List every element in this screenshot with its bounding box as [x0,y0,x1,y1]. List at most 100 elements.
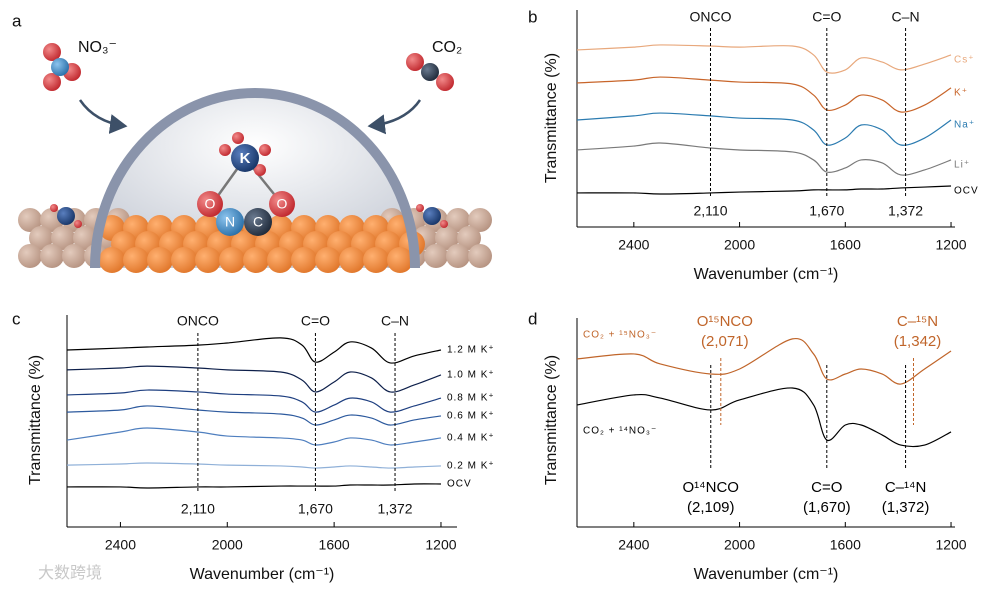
spectrum [66,365,442,393]
atom [363,247,389,273]
panel-letter: a [12,11,22,30]
copper-surface [99,215,425,273]
spectrum [66,389,442,413]
atom-label: K [240,150,251,167]
spectrum [66,405,442,426]
atom [387,247,413,273]
marker-value: (2,071) [701,333,749,350]
marker-value: (1,342) [894,333,942,350]
atom [171,247,197,273]
x-axis-label: Wavenumber (cm⁻¹) [694,266,839,283]
atom [446,208,470,232]
atom [29,226,53,250]
panel-letter: d [528,309,537,328]
x-tick-label: 1600 [830,537,861,553]
illustration: a NO₃⁻ CO₂ K O N C O [12,11,492,273]
series-label: 0.6 M K⁺ [447,411,495,422]
x-tick-label: 1200 [935,237,966,253]
marker-value: 1,670 [298,501,333,517]
x-tick-label: 1600 [830,237,861,253]
x-tick-label: 2400 [618,237,649,253]
gas-label: CO₂ [432,39,462,56]
panel-letter: b [528,7,537,26]
x-tick-label: 2400 [105,537,136,553]
atom [424,244,448,268]
hydrated-ion [50,204,448,228]
x-axis-label: Wavenumber (cm⁻¹) [190,566,335,583]
atom [40,244,64,268]
marker-name: C=O [811,479,842,496]
x-tick-label: 2000 [212,537,243,553]
spectrum [576,112,952,146]
nitrate [43,43,81,91]
atom [291,247,317,273]
marker-name: ONCO [689,9,731,25]
atom [195,247,221,273]
marker-name: O¹⁴NCO [683,479,739,496]
atom [18,208,42,232]
atom [267,247,293,273]
x-tick-label: 2400 [618,537,649,553]
atom [468,244,492,268]
series-label: 0.2 M K⁺ [447,461,495,472]
x-tick-label: 1600 [319,537,350,553]
spectrum [66,427,442,446]
series-label: OCV [954,186,979,197]
atom-label: N [225,214,235,230]
atom [457,226,481,250]
atom [99,247,125,273]
spectrum [576,185,952,195]
arrow [78,99,128,134]
marker-value: 2,110 [693,203,727,219]
marker-name: C–¹⁴N [885,479,926,496]
series-label: Li⁺ [954,160,970,171]
atom [446,244,470,268]
atom [468,208,492,232]
series-label: K⁺ [954,88,968,99]
marker-value: 1,372 [888,203,923,219]
x-tick-label: 2000 [724,537,755,553]
marker-name: C–¹⁵N [897,313,938,330]
x-tick-label: 2000 [724,237,755,253]
marker-value: 1,670 [809,203,844,219]
atom [339,247,365,273]
atom [219,247,245,273]
series-label: 1.0 M K⁺ [447,370,495,381]
series-label: 0.8 M K⁺ [447,393,495,404]
atom-label: O [205,196,216,212]
complex [197,132,295,236]
marker-value: (1,372) [882,499,930,516]
atom [243,247,269,273]
series-label: CO₂ + ¹⁴NO₃⁻ [583,426,657,437]
atom [147,247,173,273]
series-label: 1.2 M K⁺ [447,345,495,356]
atom-label: O [277,196,288,212]
marker-value: (1,670) [803,499,851,516]
marker-name: C=O [812,9,841,25]
series-label: CO₂ + ¹⁵NO₃⁻ [583,330,657,341]
marker-name: C=O [301,313,330,329]
series-label: OCV [447,479,472,490]
series-label: Na⁺ [954,120,975,131]
anion-label: NO₃⁻ [78,39,117,56]
atom [18,244,42,268]
x-tick-label: 1200 [935,537,966,553]
atom [62,244,86,268]
x-tick-label: 1200 [425,537,456,553]
x-axis-label: Wavenumber (cm⁻¹) [694,566,839,583]
spectrum [66,483,441,489]
atom-label: C [253,214,263,230]
spectrum [576,387,952,448]
spectrum [576,337,952,385]
atom [73,226,97,250]
y-axis-label: Transmittance (%) [27,355,44,485]
dome [90,88,420,269]
marker-name: ONCO [177,313,219,329]
marker-name: O¹⁵NCO [697,313,753,330]
spectrum [66,462,441,469]
spectrum [576,142,952,176]
marker-value: (2,109) [687,499,735,516]
atom [123,247,149,273]
marker-name: C–N [892,9,920,25]
